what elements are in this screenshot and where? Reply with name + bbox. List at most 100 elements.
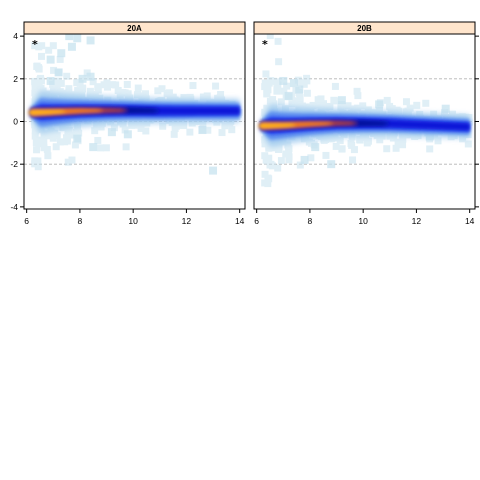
data-point xyxy=(387,106,395,114)
data-point xyxy=(121,89,129,97)
data-point xyxy=(331,97,339,105)
data-point xyxy=(40,130,48,138)
y-tick-label: -2 xyxy=(10,159,18,169)
outlier-point xyxy=(54,68,63,77)
data-point xyxy=(130,121,138,129)
x-tick-label: 10 xyxy=(128,216,138,226)
data-point xyxy=(402,98,410,106)
density-blob xyxy=(149,107,160,115)
density-blob xyxy=(93,108,104,113)
annotation-star: * xyxy=(32,38,38,51)
data-point xyxy=(34,163,42,171)
strip-background xyxy=(23,21,246,35)
data-point xyxy=(263,90,271,98)
data-point xyxy=(265,175,273,183)
data-point xyxy=(261,108,269,116)
data-point xyxy=(199,120,207,128)
data-point xyxy=(228,126,236,134)
data-point xyxy=(94,136,102,144)
data-point xyxy=(73,79,81,87)
data-point xyxy=(50,66,58,74)
data-point xyxy=(277,157,285,165)
data-point xyxy=(121,126,129,134)
data-point xyxy=(49,42,57,50)
data-point xyxy=(273,87,281,95)
data-point xyxy=(359,102,367,110)
data-point xyxy=(52,143,60,151)
data-point xyxy=(296,161,304,169)
data-point xyxy=(274,81,282,89)
data-point xyxy=(349,105,357,113)
data-point xyxy=(395,107,403,115)
density-blob xyxy=(323,121,334,126)
data-point xyxy=(362,133,370,141)
data-point xyxy=(170,130,178,138)
data-point xyxy=(326,102,334,110)
data-point xyxy=(303,89,311,97)
outlier-point xyxy=(73,34,82,43)
data-point xyxy=(64,158,72,166)
x-tick-label: 8 xyxy=(78,216,83,226)
data-point xyxy=(383,96,391,104)
data-point xyxy=(422,99,430,107)
outlier-point xyxy=(67,42,76,51)
data-point xyxy=(52,77,60,85)
annotation-star: * xyxy=(262,38,268,51)
data-point xyxy=(349,156,357,164)
data-point xyxy=(305,138,313,146)
data-point xyxy=(158,85,166,93)
y-tick-label: 4 xyxy=(13,31,18,41)
outlier-point xyxy=(123,130,132,139)
data-point xyxy=(265,144,273,152)
data-point xyxy=(282,150,290,158)
outlier-point xyxy=(107,128,116,137)
outlier-point xyxy=(375,100,384,109)
outlier-point xyxy=(73,134,82,143)
data-point xyxy=(33,146,41,154)
data-point xyxy=(296,78,304,86)
data-point xyxy=(274,164,282,172)
outlier-point xyxy=(289,79,298,88)
data-point xyxy=(199,93,207,101)
data-point xyxy=(261,152,269,160)
data-point xyxy=(204,126,212,134)
data-point xyxy=(68,156,76,164)
data-point xyxy=(350,146,358,154)
data-point xyxy=(35,43,43,51)
density-blob xyxy=(117,107,128,113)
data-point xyxy=(376,136,384,144)
outlier-point xyxy=(311,143,320,152)
data-point xyxy=(186,128,194,136)
outlier-point xyxy=(78,74,87,83)
outlier-point xyxy=(198,126,207,135)
data-point xyxy=(261,170,269,178)
outlier-point xyxy=(46,55,55,64)
data-point xyxy=(68,131,76,139)
data-point xyxy=(300,80,308,88)
data-point xyxy=(221,122,229,130)
data-point xyxy=(180,94,188,102)
data-point xyxy=(354,104,362,112)
data-point xyxy=(31,219,38,226)
data-point xyxy=(171,125,179,133)
data-point xyxy=(56,55,64,63)
data-point xyxy=(77,90,85,98)
data-point xyxy=(274,145,282,153)
data-point xyxy=(266,97,274,105)
data-point xyxy=(114,86,122,94)
strip-label: 20B xyxy=(357,24,372,33)
data-point xyxy=(261,179,269,187)
data-point xyxy=(32,139,40,147)
data-point xyxy=(109,81,117,89)
data-point xyxy=(79,85,87,93)
data-point xyxy=(218,129,226,137)
data-point xyxy=(110,124,118,132)
density-hot xyxy=(28,106,160,119)
data-point xyxy=(383,145,391,153)
data-point xyxy=(31,132,39,140)
data-point xyxy=(280,87,288,95)
data-point xyxy=(159,122,167,130)
data-point xyxy=(392,144,400,152)
outlier-point xyxy=(65,34,74,41)
